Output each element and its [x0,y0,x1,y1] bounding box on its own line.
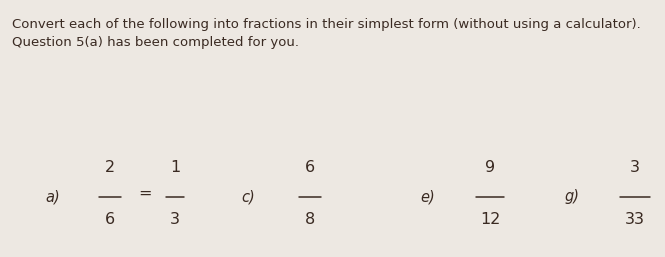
Text: 2: 2 [105,160,115,175]
Text: 12: 12 [480,212,500,227]
Text: 9: 9 [485,160,495,175]
Text: Question 5(a) has been completed for you.: Question 5(a) has been completed for you… [12,36,299,49]
Text: g): g) [565,189,580,205]
Text: 33: 33 [625,212,645,227]
Text: =: = [138,186,152,200]
Text: 6: 6 [305,160,315,175]
Text: 1: 1 [170,160,180,175]
Text: Convert each of the following into fractions in their simplest form (without usi: Convert each of the following into fract… [12,18,641,31]
Text: 6: 6 [105,212,115,227]
Text: 3: 3 [630,160,640,175]
Text: a): a) [45,189,60,205]
Text: c): c) [241,189,255,205]
Text: 3: 3 [170,212,180,227]
Text: 8: 8 [305,212,315,227]
Text: e): e) [420,189,435,205]
